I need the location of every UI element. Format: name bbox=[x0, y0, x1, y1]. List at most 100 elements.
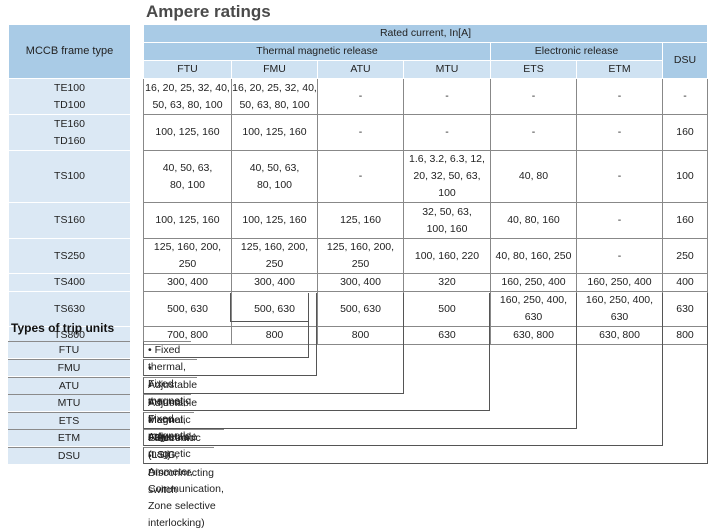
cell-atu: - bbox=[317, 114, 404, 151]
trip-units-title: Types of trip units bbox=[11, 321, 115, 335]
connector-ets-v bbox=[576, 293, 577, 429]
table-row: TS250 125, 160, 200, 250 125, 160, 200, … bbox=[8, 238, 708, 274]
connector-fmu-end bbox=[143, 375, 317, 376]
cell-ets: 630, 800 bbox=[490, 326, 577, 345]
col-header-etm: ETM bbox=[576, 60, 663, 79]
cell-etm: 630, 800 bbox=[576, 326, 663, 345]
frame-label: TS160 bbox=[8, 202, 131, 239]
cell-ftu: 16, 20, 25, 32, 40, 50, 63, 80, 100 bbox=[143, 78, 232, 115]
col-header-ets: ETS bbox=[490, 60, 577, 79]
table-row: TE160 TD160 100, 125, 160 100, 125, 160 -… bbox=[8, 114, 708, 151]
cell-fmu: 125, 160, 200, 250 bbox=[231, 238, 318, 274]
connector-dsu-v bbox=[707, 293, 708, 464]
cell-ftu: 300, 400 bbox=[143, 273, 232, 292]
cell-dsu: 400 bbox=[662, 273, 708, 292]
page-title: Ampere ratings bbox=[146, 2, 271, 21]
frame-label: TE100 TD100 bbox=[8, 78, 131, 115]
cell-atu: 500, 630 bbox=[317, 291, 404, 327]
connector-ftu-h-top bbox=[230, 321, 309, 322]
frame-type-header: MCCB frame type bbox=[8, 24, 131, 79]
cell-ets: - bbox=[490, 114, 577, 151]
connector-ftu-end bbox=[143, 357, 309, 358]
table-row: TS630 500, 630 500, 630 500, 630 500 160… bbox=[8, 291, 708, 327]
cell-dsu: 250 bbox=[662, 238, 708, 274]
connector-etm-end bbox=[143, 445, 663, 446]
connector-mtu-end bbox=[143, 410, 490, 411]
trip-code: FTU bbox=[8, 341, 130, 358]
cell-ets: 40, 80 bbox=[490, 150, 577, 203]
cell-ftu: 700, 800 bbox=[143, 326, 232, 345]
cell-ets: 40, 80, 160, 250 bbox=[490, 238, 577, 274]
frame-label: TS400 bbox=[8, 273, 131, 292]
cell-atu: - bbox=[317, 78, 404, 115]
cell-mtu: - bbox=[403, 114, 491, 151]
cell-ftu: 100, 125, 160 bbox=[143, 202, 232, 239]
cell-dsu: - bbox=[662, 78, 708, 115]
cell-etm: - bbox=[576, 150, 663, 203]
trip-desc: • Electronic (LSIG, Ammeter, Communicati… bbox=[143, 429, 224, 529]
cell-ftu: 40, 50, 63, 80, 100 bbox=[143, 150, 232, 203]
col-header-ftu: FTU bbox=[143, 60, 232, 79]
cell-ftu: 125, 160, 200, 250 bbox=[143, 238, 232, 274]
cell-etm: 160, 250, 400, 630 bbox=[576, 291, 663, 327]
trip-code: ETM bbox=[8, 429, 130, 446]
table-row: TE100 TD100 16, 20, 25, 32, 40, 50, 63, 80… bbox=[8, 78, 708, 115]
cell-etm: - bbox=[576, 202, 663, 239]
cell-atu: - bbox=[317, 150, 404, 203]
cell-dsu: 630 bbox=[662, 291, 708, 327]
table-row: TS160 100, 125, 160 100, 125, 160 125, 1… bbox=[8, 202, 708, 239]
connector-dsu-end bbox=[143, 463, 708, 464]
cell-etm: - bbox=[576, 114, 663, 151]
trip-desc: • Fixed thermal, Fixed magnetic bbox=[143, 341, 191, 407]
cell-mtu: 1.6, 3.2, 6.3, 12, 20, 32, 50, 63, 100 bbox=[403, 150, 491, 203]
cell-atu: 800 bbox=[317, 326, 404, 345]
cell-mtu: 100, 160, 220 bbox=[403, 238, 491, 274]
ampere-ratings-table: MCCB frame type Rated current, In[A] The… bbox=[8, 24, 708, 345]
connector-ftu-v2 bbox=[308, 293, 309, 358]
connector-mtu-v bbox=[489, 293, 490, 411]
cell-dsu: 100 bbox=[662, 150, 708, 203]
col-header-fmu: FMU bbox=[231, 60, 318, 79]
cell-mtu: 630 bbox=[403, 326, 491, 345]
cell-mtu: - bbox=[403, 78, 491, 115]
cell-fmu: 100, 125, 160 bbox=[231, 114, 318, 151]
cell-ets: 160, 250, 400 bbox=[490, 273, 577, 292]
connector-ets-end bbox=[143, 428, 577, 429]
rated-current-header: Rated current, In[A] bbox=[143, 24, 708, 43]
connector-atu-v bbox=[403, 293, 404, 394]
frame-label: TS630 bbox=[8, 291, 131, 327]
connector-atu-end bbox=[143, 393, 404, 394]
frame-label: TE160 TD160 bbox=[8, 114, 131, 151]
trip-desc: • Disconnecting switch bbox=[143, 447, 214, 496]
cell-atu: 300, 400 bbox=[317, 273, 404, 292]
cell-etm: 160, 250, 400 bbox=[576, 273, 663, 292]
trip-desc: • Electronic (LSI) bbox=[143, 412, 195, 461]
cell-ftu: 500, 630 bbox=[143, 291, 232, 327]
cell-etm: - bbox=[576, 78, 663, 115]
cell-mtu: 500 bbox=[403, 291, 491, 327]
table-row: TS400 300, 400 300, 400 300, 400 320 160… bbox=[8, 273, 708, 292]
cell-ets: 160, 250, 400, 630 bbox=[490, 291, 577, 327]
cell-ets: - bbox=[490, 78, 577, 115]
trip-code: DSU bbox=[8, 447, 130, 464]
cell-fmu: 16, 20, 25, 32, 40, 50, 63, 80, 100 bbox=[231, 78, 318, 115]
trip-code: ETS bbox=[8, 412, 130, 429]
cell-ets: 40, 80, 160 bbox=[490, 202, 577, 239]
trip-desc: • Adjustable thermal, Adjustable magneti… bbox=[143, 377, 198, 460]
cell-dsu: 160 bbox=[662, 202, 708, 239]
cell-atu: 125, 160 bbox=[317, 202, 404, 239]
connector-ftu-v bbox=[230, 293, 231, 321]
trip-desc: • Adjustable thermal, Fixed magnetic bbox=[143, 359, 198, 442]
table-row: TS800 700, 800 800 800 630 630, 800 630,… bbox=[8, 326, 708, 345]
table-row: TS100 40, 50, 63, 80, 100 40, 50, 63, 80, … bbox=[8, 150, 708, 203]
frame-label: TS100 bbox=[8, 150, 131, 203]
trip-code: MTU bbox=[8, 394, 130, 411]
cell-dsu: 160 bbox=[662, 114, 708, 151]
col-header-mtu: MTU bbox=[403, 60, 491, 79]
cell-dsu: 800 bbox=[662, 326, 708, 345]
thermal-magnetic-header: Thermal magnetic release bbox=[143, 42, 491, 61]
cell-mtu: 32, 50, 63, 100, 160 bbox=[403, 202, 491, 239]
cell-ftu: 100, 125, 160 bbox=[143, 114, 232, 151]
cell-atu: 125, 160, 200, 250 bbox=[317, 238, 404, 274]
electronic-header: Electronic release bbox=[490, 42, 663, 61]
